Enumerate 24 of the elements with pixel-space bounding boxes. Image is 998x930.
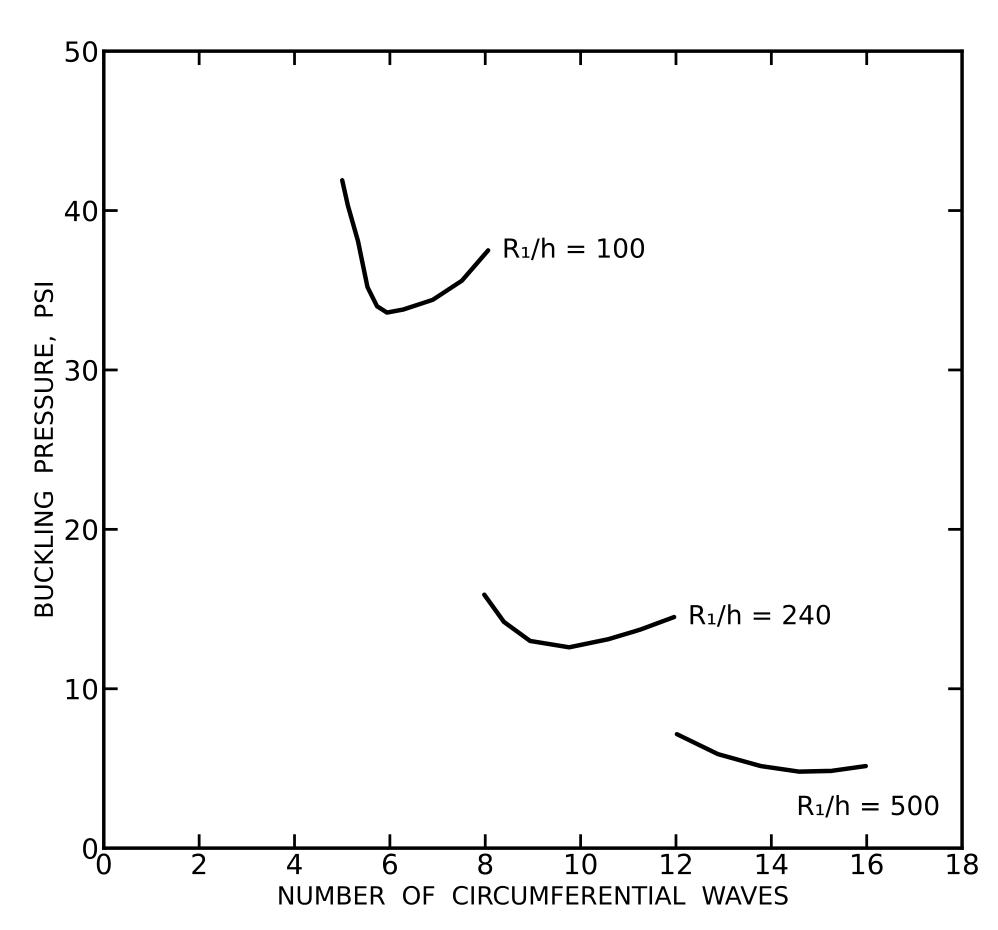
y-tick-label: 0 <box>83 838 98 860</box>
line-series <box>482 592 676 650</box>
x-tick-label: 10 <box>566 854 596 875</box>
x-tick-label: 0 <box>96 854 111 875</box>
y-tick-label: 50 <box>66 41 98 62</box>
y-tick-label: 20 <box>66 519 98 540</box>
x-tick-label: 6 <box>382 854 397 875</box>
annotation: R₁/h = 100 <box>504 238 644 260</box>
annotation: R₁/h = 240 <box>690 604 830 627</box>
x-tick-label: 14 <box>756 854 788 874</box>
x-tick-label: 8 <box>478 854 492 875</box>
y-tick-label: 10 <box>66 678 98 700</box>
x-tick-label: 12 <box>661 854 691 874</box>
x-tick-label: 4 <box>287 854 302 874</box>
y-tick-label: 30 <box>66 360 98 381</box>
x-tick-label: 16 <box>852 854 883 875</box>
x-tick-label: 18 <box>947 854 978 875</box>
x-axis-title: NUMBER OF CIRCUMFERENTIAL WAVES <box>279 886 788 905</box>
line-series <box>340 178 490 315</box>
line-series <box>674 732 868 774</box>
y-tick-label: 40 <box>64 200 98 222</box>
x-tick-label: 2 <box>192 854 206 874</box>
annotation: R₁/h = 500 <box>798 794 938 818</box>
y-axis-title: BUCKLING PRESSURE, PSI <box>34 283 56 616</box>
